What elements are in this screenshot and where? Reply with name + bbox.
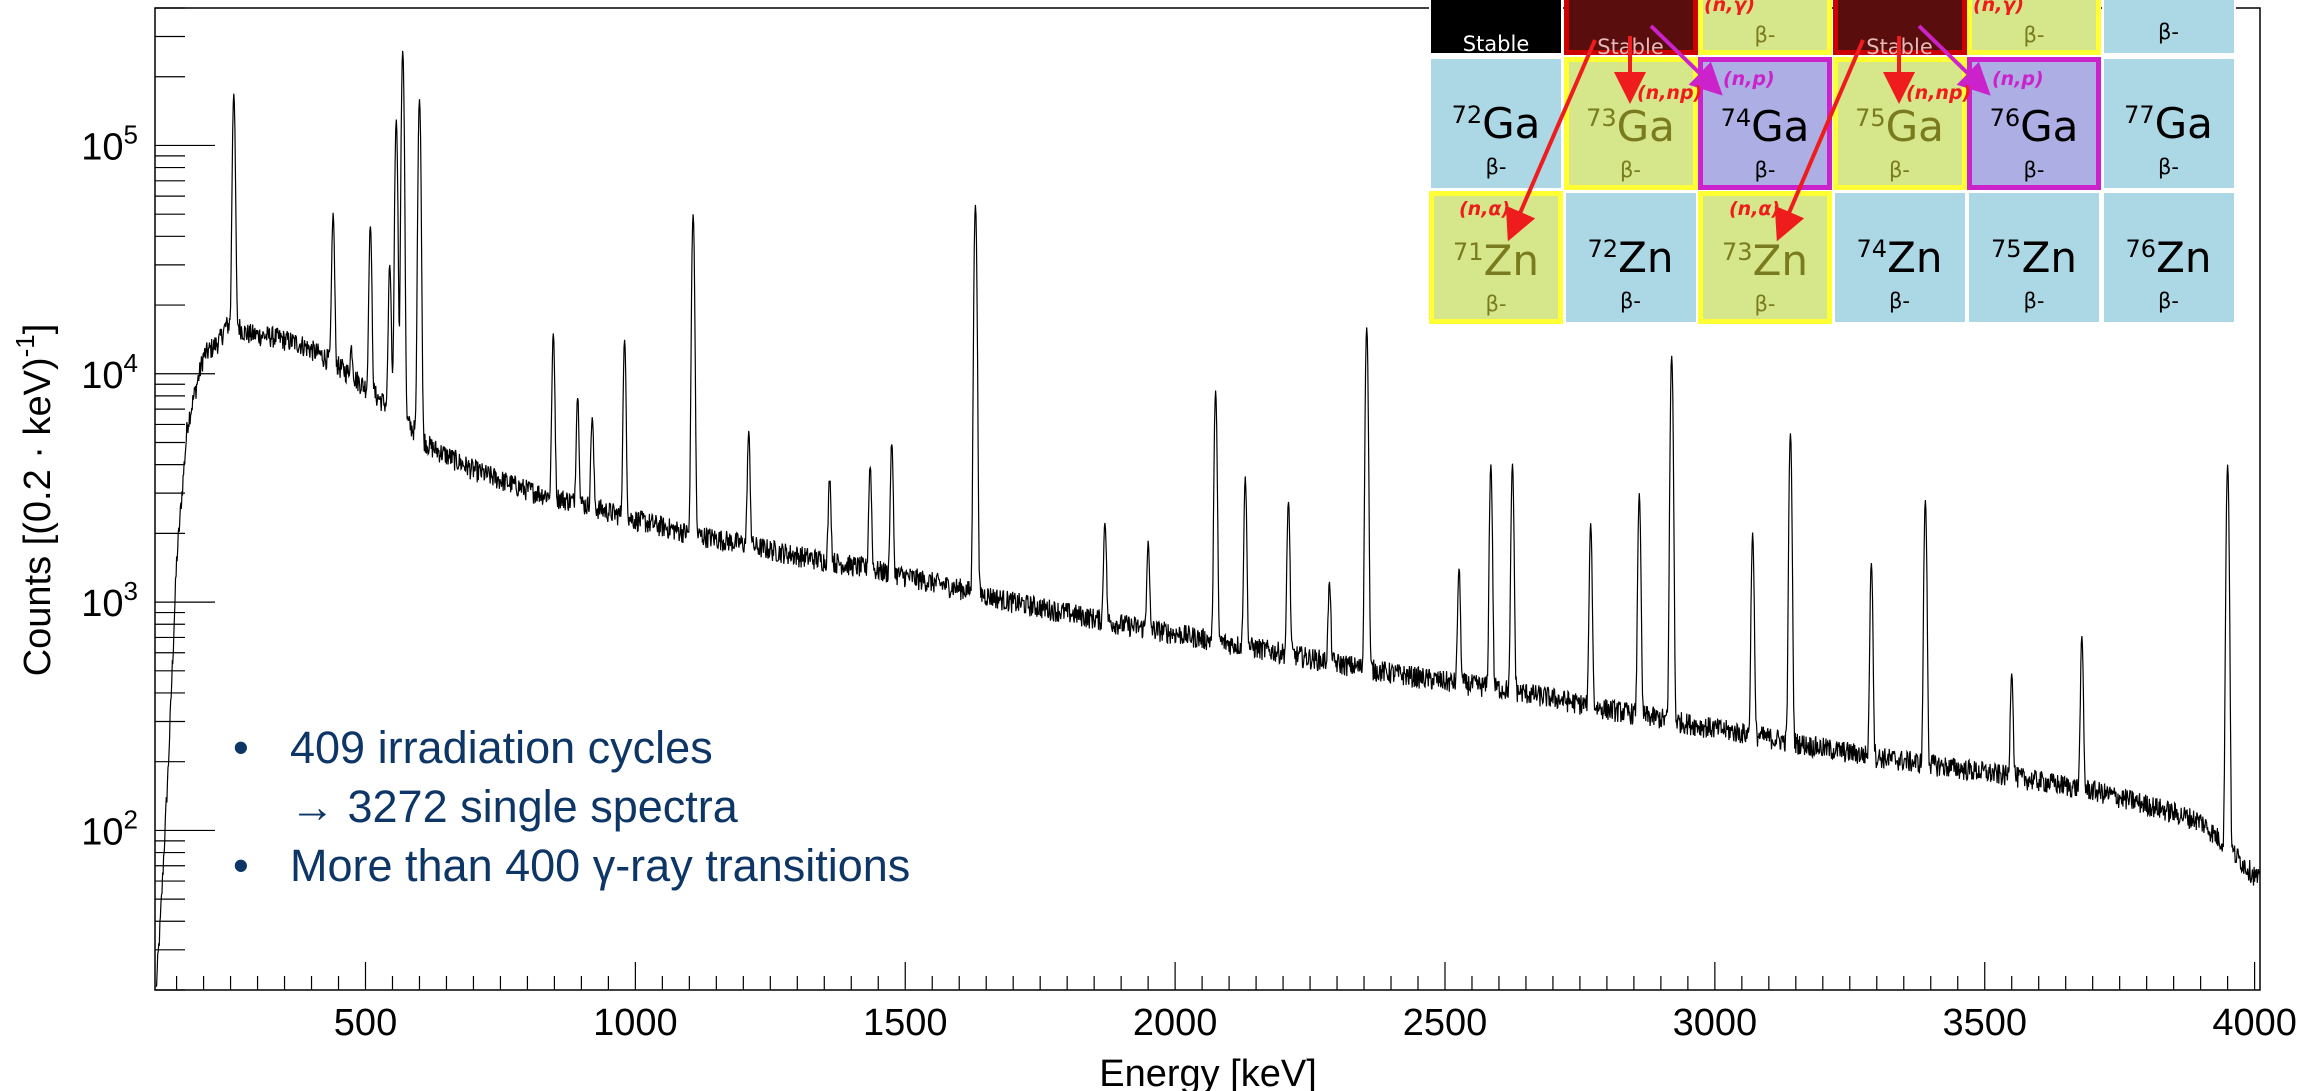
y-axis-title: Counts [(0.2 · keV)-1] [10, 324, 59, 677]
nuclide-symbol: 75Ga [1855, 102, 1944, 151]
y-tick-label: 105 [81, 119, 138, 168]
nuclide-chart-inset: StableStableβ-Stableβ-β-72Gaβ-73Gaβ-74Ga… [1429, 0, 2237, 326]
nuclide-symbol: 72Ga [1451, 99, 1541, 148]
decay-mode: β- [1889, 158, 1910, 182]
y-tick-label: 104 [81, 348, 138, 397]
x-axis-title: Energy [keV] [1099, 1053, 1317, 1091]
y-tick-label: 102 [81, 804, 138, 853]
note-text: 409 irradiation cycles [290, 722, 713, 773]
nuclide-cell: β- [1967, 0, 2101, 55]
nuclide-cell: 74Ga β- [1698, 57, 1832, 190]
nuclide-cell: 71Zn β- [1429, 191, 1563, 324]
nuclide-cell: 76Zn β- [2101, 191, 2236, 324]
bullet: • [233, 722, 249, 773]
nuclide-cell: 73Zn β- [1698, 191, 1832, 324]
label-n-np-1: (n,np) [1637, 82, 1703, 104]
decay-mode: β- [1889, 289, 1910, 313]
nuclide-cell: 75Zn β- [1967, 191, 2101, 324]
label-n-alpha-2: (n,α) [1729, 198, 1781, 220]
decay-mode: β- [2158, 289, 2179, 313]
nuclide-cell: 75Ga β- [1832, 57, 1967, 190]
nuclide-symbol: 74Zn [1856, 233, 1943, 282]
plot-frame [154, 7, 2261, 991]
decay-mode: β- [2023, 158, 2045, 182]
x-axis: 500 1000 1500 2000 2500 3000 3500 4000 [175, 962, 2297, 1044]
reaction-arrows [1505, 24, 1991, 242]
x-tick-label: 2500 [1403, 1002, 1488, 1044]
x-tick-label: 1000 [593, 1002, 678, 1044]
decay-mode: β- [1485, 155, 1507, 179]
arrow-n-alpha-2 [1774, 39, 1865, 242]
note-cycles: • 409 irradiation cycles [225, 718, 910, 777]
nuclide-symbol: 76Ga [1989, 102, 2079, 151]
decay-mode: β- [2158, 20, 2179, 44]
nuclide-cell: Stable [1429, 0, 1563, 56]
note-transitions: • More than 400 γ-ray transitions [225, 836, 910, 895]
nuclide-symbol: 74Ga [1720, 102, 1810, 151]
nuclide-cell: β- [2101, 0, 2236, 55]
note-text: → 3272 single spectra [290, 781, 738, 832]
x-tick-label: 3500 [1942, 1002, 2027, 1044]
decay-mode: β- [1485, 292, 1507, 316]
nuclide-cell: 72Zn β- [1563, 191, 1698, 324]
nuclide-symbol: 76Zn [2125, 233, 2212, 282]
nuclide-symbol: 73Ga [1586, 102, 1675, 151]
nuclide-symbol: 73Zn [1722, 236, 1808, 285]
decay-mode: β- [1754, 158, 1776, 182]
nuclide-symbol: 71Zn [1453, 236, 1539, 285]
arrow-n-p-2 [1917, 24, 1991, 96]
decay-mode: β- [1620, 289, 1641, 313]
bullet: • [233, 840, 249, 891]
decay-mode: β- [2158, 155, 2179, 179]
note-text: More than 400 γ-ray transitions [290, 840, 911, 891]
label-n-gamma-1: (n,γ) [1704, 0, 1756, 16]
arrow-n-p-1 [1649, 24, 1723, 96]
nuclide-symbol: 75Zn [1991, 233, 2077, 282]
nuclide-cell: 72Ga β- [1429, 57, 1563, 190]
decay-mode: β- [1620, 158, 1641, 182]
annotation-notes: • 409 irradiation cycles → 3272 single sp… [225, 718, 910, 895]
decay-mode: β- [2023, 289, 2045, 313]
note-spectra: → 3272 single spectra [225, 777, 910, 836]
decay-mode: β- [1754, 23, 1776, 47]
x-tick-label: 500 [334, 1002, 397, 1044]
label-n-gamma-2: (n,γ) [1973, 0, 2025, 16]
y-axis: 102 103 104 105 [81, 7, 215, 991]
label-n-p-1: (n,p) [1723, 68, 1775, 90]
label-n-alpha-1: (n,α) [1459, 198, 1511, 220]
decay-mode: Stable [1462, 32, 1530, 56]
x-tick-label: 2000 [1133, 1002, 1218, 1044]
spectrum-line [155, 50, 2261, 987]
nuclide-symbol: 72Zn [1587, 233, 1674, 282]
nuclide-cell: 77Ga β- [2101, 57, 2236, 190]
decay-mode: β- [1754, 292, 1776, 316]
decay-mode: β- [2023, 23, 2045, 47]
x-tick-label: 4000 [2212, 1002, 2297, 1044]
x-tick-label: 3000 [1673, 1002, 1758, 1044]
arrow-n-alpha-1 [1505, 39, 1597, 242]
nuclide-cell: β- [1698, 0, 1832, 55]
x-tick-label: 1500 [863, 1002, 948, 1044]
bullet-spacer [225, 777, 290, 836]
y-tick-label: 103 [81, 576, 138, 625]
label-n-p-2: (n,p) [1992, 68, 2044, 90]
nuclide-symbol: 77Ga [2124, 99, 2213, 148]
nuclide-cell: 74Zn β- [1832, 191, 1967, 324]
label-n-np-2: (n,np) [1906, 82, 1972, 104]
